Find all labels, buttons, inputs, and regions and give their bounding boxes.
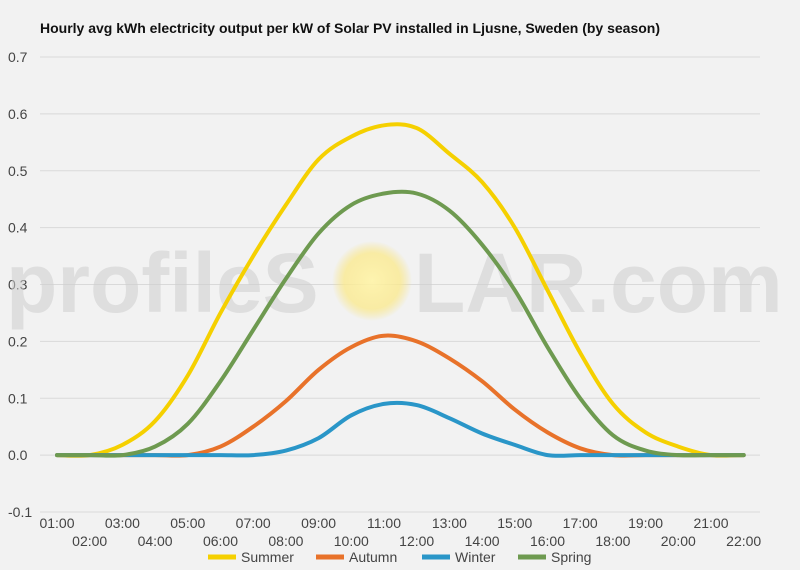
x-tick-label: 01:00 bbox=[39, 515, 74, 531]
x-tick-label: 17:00 bbox=[563, 515, 598, 531]
x-tick-label: 07:00 bbox=[236, 515, 271, 531]
x-tick-label: 03:00 bbox=[105, 515, 140, 531]
y-tick-label: 0.2 bbox=[8, 333, 28, 349]
y-tick-label: 0.5 bbox=[8, 163, 28, 179]
series-lines bbox=[55, 122, 746, 458]
y-tick-label: 0.7 bbox=[8, 49, 28, 65]
x-tick-label: 22:00 bbox=[726, 533, 761, 549]
y-tick-label: 0.6 bbox=[8, 106, 28, 122]
y-tick-label: 0.1 bbox=[8, 390, 28, 406]
legend-label-summer: Summer bbox=[241, 549, 294, 565]
x-tick-label: 18:00 bbox=[595, 533, 630, 549]
x-tick-label: 08:00 bbox=[268, 533, 303, 549]
x-tick-label: 04:00 bbox=[138, 533, 173, 549]
watermark-sun-icon bbox=[332, 241, 412, 321]
legend-label-winter: Winter bbox=[455, 549, 496, 565]
x-tick-label: 05:00 bbox=[170, 515, 205, 531]
x-tick-label: 02:00 bbox=[72, 533, 107, 549]
x-tick-label: 11:00 bbox=[367, 515, 401, 531]
x-tick-label: 16:00 bbox=[530, 533, 565, 549]
x-tick-label: 21:00 bbox=[693, 515, 728, 531]
x-tick-label: 06:00 bbox=[203, 533, 238, 549]
y-tick-label: -0.1 bbox=[8, 504, 32, 520]
x-tick-label: 10:00 bbox=[334, 533, 369, 549]
series-line-winter bbox=[55, 400, 746, 458]
x-tick-label: 13:00 bbox=[432, 515, 467, 531]
watermark-text-right: LAR.com bbox=[414, 236, 783, 330]
y-tick-label: 0.0 bbox=[8, 447, 28, 463]
x-tick-label: 12:00 bbox=[399, 533, 434, 549]
x-tick-label: 14:00 bbox=[465, 533, 500, 549]
x-axis-ticks: 01:00 02:00 03:00 04:00 05:00 06:00 07:00 08:00… bbox=[39, 515, 761, 549]
x-tick-label: 15:00 bbox=[497, 515, 532, 531]
legend-label-spring: Spring bbox=[551, 549, 591, 565]
x-tick-label: 09:00 bbox=[301, 515, 336, 531]
y-axis-ticks: -0.1 0.0 0.1 0.2 0.3 0.4 0.5 0.6 0.7 bbox=[8, 49, 32, 520]
y-tick-label: 0.3 bbox=[8, 277, 28, 293]
legend: Summer Autumn Winter Spring bbox=[208, 549, 591, 565]
y-tick-label: 0.4 bbox=[8, 220, 28, 236]
x-tick-label: 19:00 bbox=[628, 515, 663, 531]
watermark: profileS LAR.com bbox=[6, 236, 783, 330]
watermark-text-left: profileS bbox=[6, 236, 319, 330]
chart-title: Hourly avg kWh electricity output per kW… bbox=[40, 20, 660, 36]
series-line-autumn bbox=[55, 333, 746, 458]
series-line-summer bbox=[55, 122, 746, 458]
x-tick-label: 20:00 bbox=[661, 533, 696, 549]
series-line-spring bbox=[55, 189, 746, 458]
legend-label-autumn: Autumn bbox=[349, 549, 397, 565]
